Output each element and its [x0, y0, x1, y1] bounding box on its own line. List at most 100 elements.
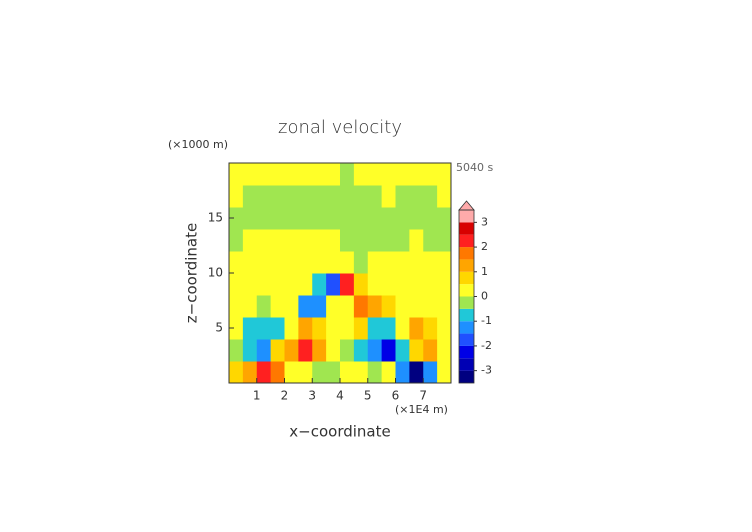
- heat-cell: [381, 317, 396, 340]
- x-tick-label: 7: [419, 389, 427, 403]
- heat-cell: [409, 251, 424, 274]
- heat-cell: [395, 295, 410, 318]
- heat-cell: [326, 295, 341, 318]
- heat-cell: [381, 163, 396, 186]
- y-unit: (×1000 m): [168, 138, 228, 151]
- heat-cell: [298, 229, 313, 252]
- heat-cell: [381, 229, 396, 252]
- heat-cell: [256, 295, 272, 318]
- heat-cell: [312, 185, 327, 208]
- heat-cell: [367, 273, 383, 296]
- heat-cell: [242, 229, 258, 252]
- heat-cell: [242, 163, 258, 186]
- heat-cell: [395, 251, 410, 274]
- colorbar-band: [459, 222, 474, 235]
- heat-cell: [256, 229, 272, 252]
- heat-cell: [340, 361, 355, 384]
- heat-cell: [437, 251, 452, 274]
- colorbar-band: [459, 284, 474, 297]
- heat-cell: [270, 229, 285, 252]
- heat-cell: [326, 185, 341, 208]
- heat-cell: [437, 207, 452, 230]
- heat-cell: [298, 273, 313, 296]
- colorbar-tick-label: 3: [481, 215, 488, 228]
- heat-cell: [229, 339, 244, 362]
- heat-cell: [437, 295, 452, 318]
- heat-cell: [229, 295, 244, 318]
- heat-cell: [367, 251, 383, 274]
- heat-cell: [242, 339, 258, 362]
- x-tick-label: 4: [336, 389, 344, 403]
- heat-cell: [353, 317, 369, 340]
- heat-cell: [437, 317, 452, 340]
- heat-cell: [353, 251, 369, 274]
- colorbar-band: [459, 247, 474, 260]
- colorbar-band: [459, 234, 474, 248]
- heat-cell: [381, 185, 396, 208]
- heat-cell: [340, 163, 355, 186]
- heat-cell: [367, 163, 383, 186]
- heat-cell: [270, 207, 285, 230]
- heat-cell: [229, 361, 244, 384]
- heat-cell: [326, 229, 341, 252]
- heat-cell: [242, 295, 258, 318]
- colorbar-band: [459, 271, 474, 285]
- heat-cell: [284, 361, 299, 384]
- heat-cell: [353, 273, 369, 296]
- heat-cell: [395, 273, 410, 296]
- heat-cell: [381, 295, 396, 318]
- colorbar-band: [459, 370, 474, 383]
- heat-cell: [312, 339, 327, 362]
- colorbar-tick-label: 1: [481, 265, 488, 278]
- heat-cell: [353, 339, 369, 362]
- x-tick-label: 5: [364, 389, 372, 403]
- heat-cell: [270, 273, 285, 296]
- heat-cell: [312, 229, 327, 252]
- heat-cell: [229, 229, 244, 252]
- heat-cell: [326, 207, 341, 230]
- heat-cell: [423, 207, 438, 230]
- heat-cell: [270, 295, 285, 318]
- heat-cell: [229, 185, 244, 208]
- heat-cell: [353, 163, 369, 186]
- heat-cell: [437, 185, 452, 208]
- heat-cell: [395, 317, 410, 340]
- colorbar-tick-label: 2: [481, 240, 488, 253]
- heat-cell: [298, 317, 313, 340]
- x-axis-label: x−coordinate: [289, 423, 390, 441]
- y-axis-label: z−coordinate: [183, 223, 201, 323]
- colorbar-band: [459, 358, 474, 371]
- heat-cell: [242, 361, 258, 384]
- heat-cell: [326, 339, 341, 362]
- heat-cell: [367, 229, 383, 252]
- colorbar-band: [459, 345, 474, 359]
- heat-cell: [242, 207, 258, 230]
- colorbar-band: [459, 259, 474, 272]
- colorbar-extend: [458, 200, 475, 211]
- heat-cell: [326, 361, 341, 384]
- heat-cell: [298, 361, 313, 384]
- heat-cell: [367, 207, 383, 230]
- heat-cell: [284, 207, 299, 230]
- heat-cell: [381, 251, 396, 274]
- heat-cell: [423, 273, 438, 296]
- heat-cell: [270, 339, 285, 362]
- heat-cell: [284, 317, 299, 340]
- colorbar-tick-label: -2: [481, 339, 492, 352]
- heat-cell: [270, 251, 285, 274]
- heat-cell: [326, 317, 341, 340]
- colorbar-band: [459, 296, 474, 309]
- colorbar-tick-label: 0: [481, 290, 488, 303]
- heat-cell: [312, 295, 327, 318]
- heat-cell: [381, 361, 396, 384]
- heat-cell: [270, 163, 285, 186]
- heat-cell: [395, 185, 410, 208]
- heat-cell: [423, 317, 438, 340]
- heat-cell: [256, 163, 272, 186]
- heat-cell: [270, 185, 285, 208]
- heat-cell: [340, 229, 355, 252]
- heat-cell: [353, 295, 369, 318]
- heat-cell: [242, 185, 258, 208]
- heat-cell: [409, 273, 424, 296]
